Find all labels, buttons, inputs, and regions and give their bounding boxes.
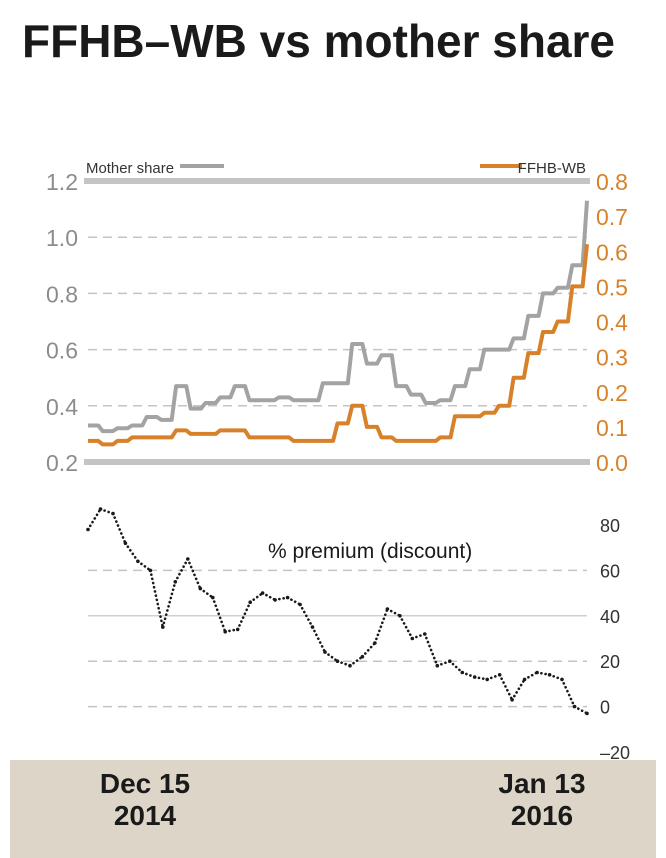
premium-dotted-segment [199, 587, 215, 599]
premium-dotted-segment [560, 678, 576, 708]
premium-dotted-segment [535, 671, 551, 677]
premium-dotted-segment [261, 591, 277, 602]
premium-dotted-segment [136, 559, 152, 572]
ffhb-wb-line [88, 243, 589, 447]
premium-dotted-segment [460, 671, 477, 679]
premium-dotted-segment [348, 655, 364, 668]
left-axis-tick-label: 0.6 [46, 338, 78, 364]
premium-axis-tick-label: 80 [600, 516, 620, 536]
right-axis-tick-label: 0.0 [596, 450, 628, 476]
premium-dotted-segment [448, 659, 464, 674]
premium-dotted-segment [323, 650, 339, 663]
premium-dotted-segment [498, 673, 514, 702]
right-axis-tick-label: 0.1 [596, 415, 628, 441]
premium-dotted-segment [161, 580, 177, 629]
premium-dotted-segment [223, 628, 239, 634]
premium-axis-tick-label: 40 [600, 607, 620, 627]
right-axis-tick-label: 0.5 [596, 274, 628, 300]
premium-dotted-segment [298, 603, 314, 629]
end-date-label: Jan 13 2016 [472, 768, 612, 832]
premium-dotted-segment [485, 673, 502, 681]
left-axis-tick-label: 1.2 [46, 169, 78, 195]
left-axis-tick-label: 0.8 [46, 281, 78, 307]
premium-dotted-segment [124, 541, 140, 563]
premium-axis-tick-label: 60 [600, 561, 620, 581]
premium-dotted-segment [386, 607, 402, 618]
right-axis-tick-label: 0.8 [596, 169, 628, 195]
left-axis-tick-label: 0.2 [46, 450, 78, 476]
end-date-day: Jan 13 [498, 768, 586, 799]
chart-title: FFHB–WB vs mother share [22, 15, 616, 67]
premium-dotted-segment [174, 557, 190, 584]
premium-dotted-segment [99, 507, 115, 515]
premium-dotted-segment [236, 600, 252, 631]
premium-dotted-segment [361, 641, 377, 659]
right-axis-tick-label: 0.6 [596, 239, 628, 265]
premium-axis-tick-label: 0 [600, 698, 610, 718]
premium-dotted-segment [473, 675, 489, 681]
legend-mother-label: Mother share [86, 160, 174, 177]
premium-dotted-segment [86, 507, 102, 531]
premium-point [585, 711, 589, 716]
premium-dotted-segment [111, 512, 127, 545]
premium-dotted-segment [398, 614, 414, 640]
right-axis-tick-label: 0.4 [596, 310, 628, 336]
premium-dotted-segment [286, 596, 302, 606]
end-date-year: 2016 [510, 800, 574, 831]
start-date-day: Dec 15 [99, 768, 191, 799]
right-axis-tick-label: 0.3 [596, 345, 628, 371]
premium-dotted-segment [373, 607, 389, 645]
start-date-year: 2014 [113, 800, 177, 831]
right-axis-tick-label: 0.2 [596, 380, 628, 406]
premium-dotted-segment [548, 673, 564, 681]
premium-dotted-segment [410, 632, 427, 640]
start-date-label: Dec 15 2014 [70, 768, 220, 832]
premium-dotted-segment [273, 596, 289, 602]
premium-dotted-segment [149, 569, 165, 629]
right-axis-tick-label: 0.7 [596, 204, 628, 230]
premium-dotted-segment [573, 705, 589, 715]
mother-share-line [88, 200, 589, 434]
chart-canvas: 0.2 0.4 0.6 0.8 1.0 1.2 0.0 0.1 0.2 0.3 0.4 0.5 0.6 0… [46, 160, 630, 760]
premium-dotted-segment [311, 625, 327, 654]
premium-dotted-segment [423, 632, 439, 668]
left-axis-tick-label: 0.4 [46, 394, 78, 420]
left-axis-tick-label: 1.0 [46, 225, 78, 251]
date-footer: Dec 15 2014 Jan 13 2016 [10, 760, 656, 858]
premium-dotted-segment [248, 591, 264, 604]
legend-ffhb-label: FFHB-WB [518, 160, 586, 177]
premium-dotted-segment [186, 557, 202, 590]
premium-dotted-segment [211, 596, 227, 634]
premium-chart-title: % premium (discount) [268, 540, 472, 563]
premium-axis-tick-label: –20 [600, 743, 630, 760]
premium-axis-tick-label: 20 [600, 652, 620, 672]
premium-dotted-segment [510, 678, 526, 702]
premium-dotted-segment [523, 671, 539, 681]
